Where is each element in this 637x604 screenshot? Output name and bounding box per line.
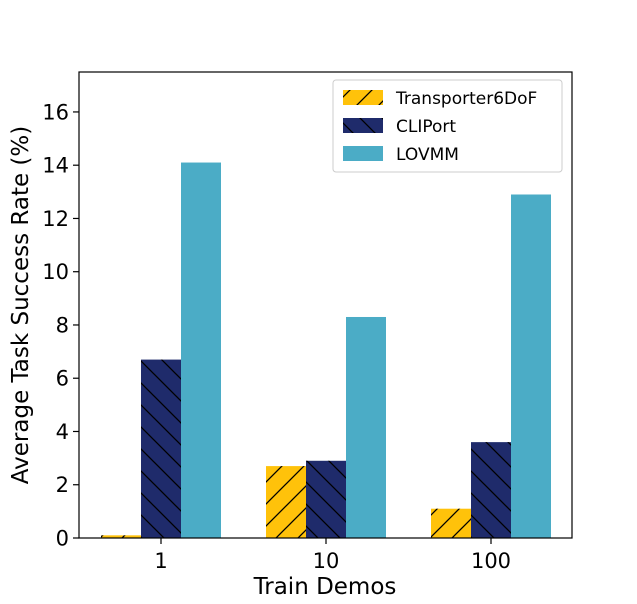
legend-label-lovmm: LOVMM	[396, 145, 459, 165]
y-tick-label: 12	[42, 207, 69, 231]
legend-swatch-hatch	[343, 90, 383, 105]
bar-hatch-cliport-10	[306, 460, 346, 538]
bar-lovmm-1	[181, 162, 221, 538]
y-tick-label: 10	[42, 260, 69, 284]
legend-label-transporter6dof: Transporter6DoF	[395, 89, 537, 109]
y-tick-label: 2	[56, 473, 69, 497]
y-tick-label: 8	[56, 313, 69, 337]
bar-hatch-cliport-1	[141, 359, 181, 538]
legend-label-cliport: CLIPort	[396, 117, 456, 137]
bar-lovmm-100	[511, 194, 551, 538]
x-tick-label: 10	[313, 549, 340, 573]
legend-swatch-lovmm	[343, 146, 383, 161]
bar-hatch-transporter6dof-100	[431, 508, 471, 538]
bar-lovmm-10	[346, 316, 386, 538]
y-tick-label: 6	[56, 367, 69, 391]
bar-hatch-cliport-100	[471, 442, 511, 538]
legend: Transporter6DoF CLIPort LOVMM	[332, 79, 563, 173]
bars-layer	[101, 162, 551, 538]
y-axis-title: Average Task Success Rate (%)	[8, 126, 34, 484]
bar-hatch-transporter6dof-10	[266, 466, 306, 538]
y-tick-label: 0	[56, 527, 69, 551]
x-axis: 1 10 100	[154, 538, 511, 573]
bar-hatch-transporter6dof-1	[101, 535, 141, 538]
x-tick-label: 1	[154, 549, 167, 573]
legend-frame	[332, 79, 563, 173]
legend-swatch-hatch	[343, 118, 383, 133]
y-tick-label: 14	[42, 154, 69, 178]
x-tick-label: 100	[471, 549, 511, 573]
y-tick-label: 4	[56, 420, 69, 444]
y-tick-label: 16	[42, 100, 69, 124]
x-axis-title: Train Demos	[253, 574, 397, 600]
y-axis: 0 2 4 6 8 10 12 14 16	[42, 100, 79, 551]
